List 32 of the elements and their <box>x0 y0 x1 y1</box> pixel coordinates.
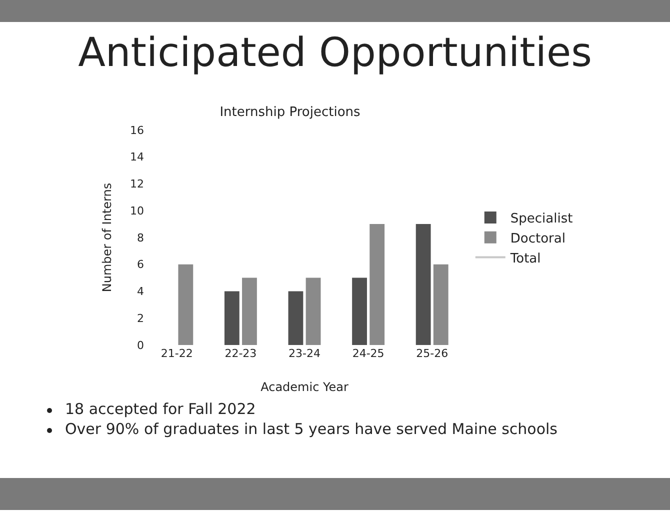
legend-label: Doctoral <box>510 231 566 246</box>
bar <box>288 291 304 345</box>
bar <box>433 264 448 345</box>
x-tick-label: 22-23 <box>224 347 257 360</box>
x-tick-label: 25-26 <box>416 347 448 360</box>
y-tick-label: 16 <box>130 124 144 137</box>
x-tick-label: 21-22 <box>160 347 193 360</box>
y-tick-label: 10 <box>130 204 144 218</box>
text: Over 90% of graduates in last 5 years have served Maine schools <box>65 420 558 438</box>
x-tick-label: 24-25 <box>352 347 384 360</box>
x-tick-label: 23-24 <box>288 347 320 360</box>
y-tick-label: 12 <box>130 178 144 191</box>
text: 18 accepted for Fall 2022 <box>65 400 257 418</box>
x-axis-title: Academic Year <box>260 380 348 394</box>
bar <box>352 278 367 345</box>
chart-subtitle: Internship Projections <box>220 105 361 120</box>
bar <box>306 278 321 345</box>
y-axis-title: Number of Interns <box>100 182 114 292</box>
bar <box>242 278 257 345</box>
y-tick-label: 8 <box>137 231 144 244</box>
bar <box>178 264 194 345</box>
y-tick-label: 6 <box>137 258 144 272</box>
bar <box>416 224 431 345</box>
legend-label: Specialist <box>510 212 573 227</box>
chart-title: Anticipated Opportunities <box>77 30 593 76</box>
legend-label: Total <box>509 251 541 266</box>
y-tick-label: 2 <box>137 312 144 325</box>
y-tick-label: 0 <box>137 338 144 352</box>
y-tick-label: 4 <box>137 285 144 298</box>
y-tick-label: 14 <box>130 150 144 164</box>
bar <box>370 224 385 345</box>
bar <box>224 291 240 345</box>
